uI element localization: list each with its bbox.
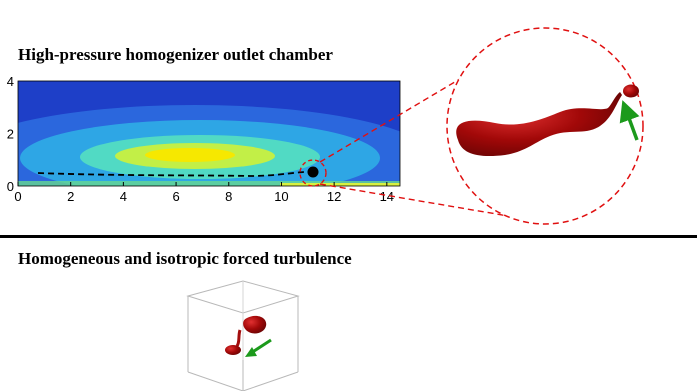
x-tick-label: 10: [274, 189, 288, 204]
y-tick-label: 2: [7, 127, 14, 142]
trajectory-line: [37, 170, 313, 177]
turbulence-cube: [186, 280, 300, 391]
zoom-inset: [446, 27, 644, 225]
y-tick-label: 0: [7, 179, 14, 194]
droplet-position-marker: [307, 166, 319, 178]
x-tick-label: 6: [172, 189, 179, 204]
green-arrow-icon-cube: [250, 338, 272, 355]
top-panel-title: High-pressure homogenizer outlet chamber: [18, 45, 333, 64]
droplet-satellite: [623, 84, 639, 98]
x-tick-label: 4: [120, 189, 127, 204]
zoom-circle-small: [299, 159, 327, 187]
cube-droplets: [225, 315, 272, 357]
x-tick-label: 2: [67, 189, 74, 204]
zoom-connector-top: [319, 72, 471, 163]
green-arrow-icon: [619, 100, 640, 141]
x-tick-label: 14: [380, 189, 394, 204]
y-tick-label: 4: [7, 74, 14, 89]
x-tick-label: 12: [327, 189, 341, 204]
droplet-cube-large: [243, 315, 267, 334]
x-tick-label: 0: [14, 189, 21, 204]
bottom-panel-title: Homogeneous and isotropic forced turbule…: [18, 249, 352, 268]
y-axis: 0 2 4: [7, 74, 14, 194]
zoom-connector-bottom: [319, 183, 521, 219]
x-axis: 0 2 4 6 8 10 12 14: [14, 182, 394, 204]
droplet-cube-small: [225, 345, 241, 355]
heatmap-plot: [17, 80, 401, 187]
droplet-deformed: [456, 92, 622, 157]
panel-divider: [0, 235, 697, 238]
x-tick-label: 8: [225, 189, 232, 204]
